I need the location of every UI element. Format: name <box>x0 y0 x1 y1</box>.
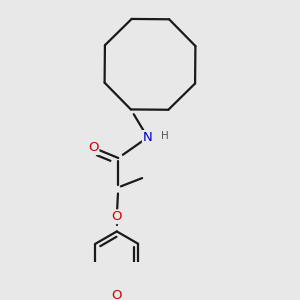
Text: O: O <box>112 210 122 223</box>
Text: O: O <box>112 290 122 300</box>
Text: N: N <box>143 131 152 144</box>
Text: O: O <box>88 141 98 154</box>
Text: H: H <box>160 131 168 141</box>
